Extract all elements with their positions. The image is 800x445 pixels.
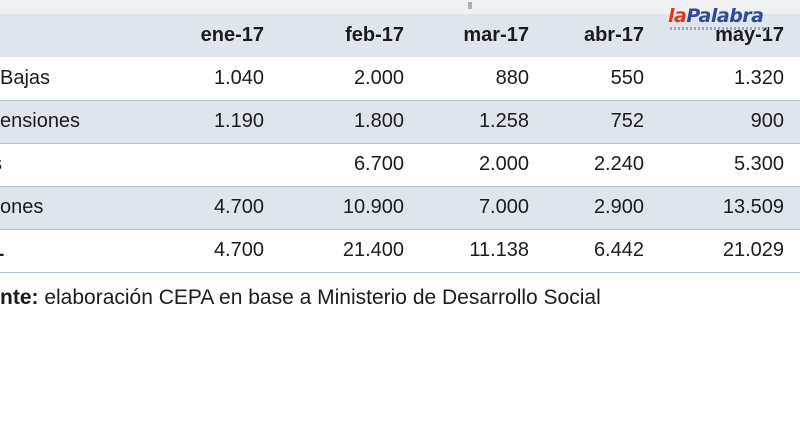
table-cell: 1.800 (353, 110, 404, 132)
table-pad (790, 143, 800, 186)
table-cell: 1.040 (213, 66, 264, 89)
header-month-2: feb-17 (345, 24, 404, 46)
table-cell: 2.000 (478, 153, 529, 175)
table-cell: 2.900 (593, 196, 644, 218)
table-cell: 1.190 (213, 110, 264, 132)
row-label-text: L (0, 239, 4, 262)
row-label-text: ones (0, 196, 44, 218)
table-cell: 1.258 (478, 110, 529, 132)
table-cell: 11.138 (469, 239, 529, 261)
total-row: L 4.700 21.400 11.138 6.442 21.029 (0, 229, 800, 272)
header-month-4: abr-17 (583, 24, 644, 46)
table-cell: 752 (610, 110, 644, 132)
header-month-3: mar-17 (463, 24, 529, 46)
table-cell: 880 (495, 66, 529, 89)
row-label: ensiones (0, 100, 180, 143)
table-cell: 13.509 (722, 196, 784, 218)
header-pad (790, 14, 800, 57)
table-cell: 550 (610, 66, 644, 89)
table-row: s 6.700 2.000 2.240 5.300 (0, 143, 800, 186)
row-label-text: ensiones (0, 110, 81, 132)
data-table: ene-17 feb-17 mar-17 abr-17 may-17 Bajas… (0, 14, 800, 273)
header-row: ene-17 feb-17 mar-17 abr-17 may-17 (0, 14, 800, 57)
source-note: nte: elaboración CEPA en base a Minister… (0, 283, 800, 313)
table-pad (790, 229, 800, 272)
table-row: Bajas 1.040 2.000 880 550 1.320 (0, 57, 800, 100)
table-cell (180, 143, 270, 186)
header-label (0, 14, 180, 57)
table-cell: 2.240 (593, 153, 644, 175)
table-cell: 5.300 (733, 153, 784, 175)
table-pad (790, 100, 800, 143)
row-label: ones (0, 186, 180, 229)
table-cell: 10.900 (342, 196, 404, 218)
table-cell: 4.700 (213, 239, 264, 261)
top-band (0, 0, 800, 14)
row-label-text: s (0, 153, 2, 176)
table-pad (790, 57, 800, 100)
row-label: s (0, 143, 180, 186)
source-label: nte: (0, 286, 39, 309)
row-label: Bajas (0, 57, 180, 100)
row-label: L (0, 229, 180, 272)
table-cell: 6.442 (593, 239, 644, 261)
table-row: ones 4.700 10.900 7.000 2.900 13.509 (0, 186, 800, 229)
table-cell: 6.700 (353, 153, 404, 175)
table-row: ensiones 1.190 1.800 1.258 752 900 (0, 100, 800, 143)
header-month-1: ene-17 (200, 24, 264, 46)
table-cell: 21.400 (342, 239, 404, 261)
table-cell: 7.000 (478, 196, 529, 218)
top-band-mark (468, 2, 472, 9)
source-text: elaboración CEPA en base a Ministerio de… (38, 286, 601, 309)
table-cell: 900 (750, 110, 784, 132)
row-label-text: Bajas (0, 66, 51, 89)
table-cell: 1.320 (733, 66, 784, 89)
header-month-5: may-17 (715, 24, 784, 46)
table-cell: 21.029 (722, 239, 784, 261)
table-cell: 2.000 (353, 66, 404, 89)
table-cell: 4.700 (213, 196, 264, 218)
table-pad (790, 186, 800, 229)
